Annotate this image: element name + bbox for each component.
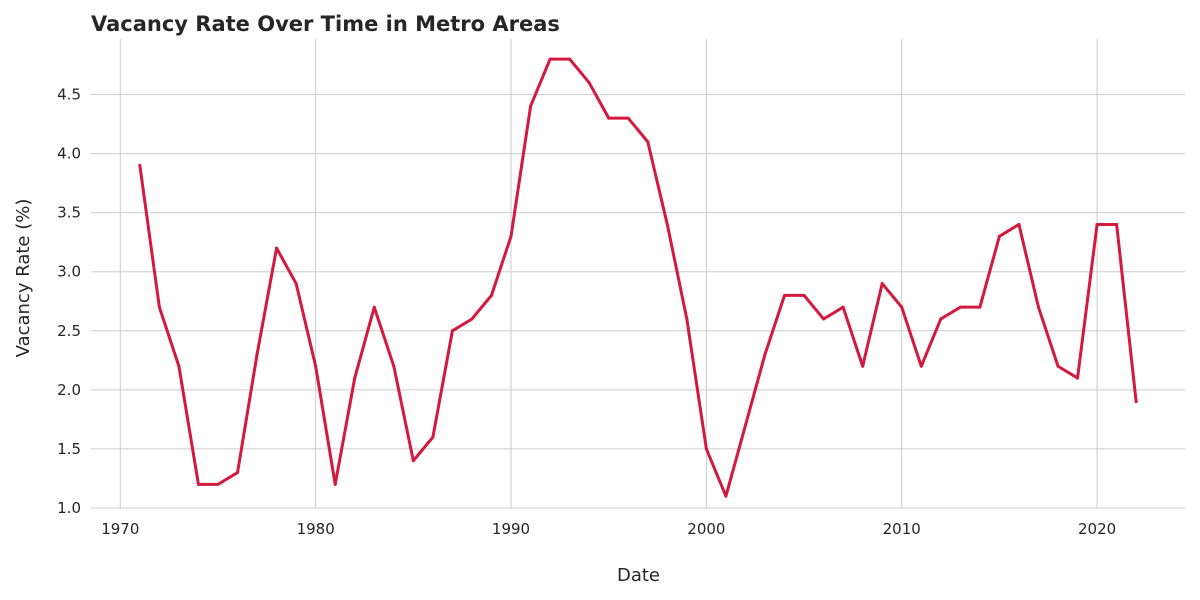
data-point [939,317,943,321]
x-tick-label: 2020 [1078,520,1116,538]
data-point [607,116,611,120]
data-point [255,352,259,356]
data-point [743,423,747,427]
series-layer [138,57,1138,498]
data-point [294,282,298,286]
y-tick-label: 1.5 [57,440,81,458]
data-point [783,293,787,297]
data-point [275,246,279,250]
data-point [763,352,767,356]
chart-title: Vacancy Rate Over Time in Metro Areas [91,12,560,36]
data-point [978,305,982,309]
data-point [333,482,337,486]
x-tick-label: 1990 [492,520,530,538]
data-point [1036,305,1040,309]
data-point [529,104,533,108]
data-point [822,317,826,321]
data-point [1095,222,1099,226]
data-point [626,116,630,120]
data-point [489,293,493,297]
data-point [802,293,806,297]
data-point [138,163,142,167]
tick-labels: 1970 1980 1990 2000 2010 2020 1.0 1.5 2.0 2.5 3.0 3… [57,86,1116,538]
data-point [1056,364,1060,368]
data-point [548,57,552,61]
x-tick-label: 1970 [101,520,139,538]
y-tick-label: 4.0 [57,145,81,163]
data-point [470,317,474,321]
data-point [861,364,865,368]
data-point [431,435,435,439]
data-point [1115,222,1119,226]
y-tick-label: 3.0 [57,263,81,281]
y-axis-label: Vacancy Rate (%) [13,199,34,358]
data-point [685,317,689,321]
data-point [919,364,923,368]
series-line [138,57,1138,498]
data-point [353,376,357,380]
x-tick-label: 1980 [297,520,335,538]
data-point [900,305,904,309]
data-point [1134,400,1138,404]
data-point [314,364,318,368]
data-point [587,81,591,85]
data-point [704,447,708,451]
data-point [392,364,396,368]
data-point [509,234,513,238]
data-point [372,305,376,309]
y-tick-label: 2.5 [57,322,81,340]
x-tick-label: 2000 [687,520,725,538]
y-tick-label: 1.0 [57,499,81,517]
x-tick-label: 2010 [883,520,921,538]
x-axis-label: Date [617,565,660,586]
data-point [646,140,650,144]
data-point [196,482,200,486]
data-point [880,282,884,286]
data-point [1017,222,1021,226]
data-point [958,305,962,309]
data-point [216,482,220,486]
data-point [841,305,845,309]
y-tick-label: 4.5 [57,86,81,104]
data-point [450,329,454,333]
data-point [724,494,728,498]
y-tick-label: 2.0 [57,381,81,399]
data-point [236,471,240,475]
data-point [411,459,415,463]
data-point [177,364,181,368]
data-point [665,222,669,226]
data-point [1076,376,1080,380]
data-point [997,234,1001,238]
data-point [568,57,572,61]
grid [91,39,1185,509]
data-point [157,305,161,309]
y-tick-label: 3.5 [57,204,81,222]
